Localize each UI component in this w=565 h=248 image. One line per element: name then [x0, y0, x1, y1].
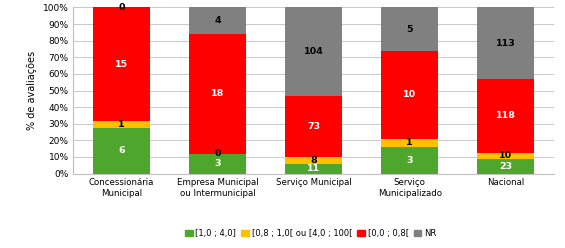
Bar — [93, 128, 150, 174]
Bar — [189, 7, 246, 34]
Bar — [381, 51, 438, 139]
Bar — [93, 7, 150, 121]
Text: 3: 3 — [214, 159, 221, 168]
Text: 118: 118 — [496, 111, 516, 120]
Bar — [285, 7, 342, 96]
Bar — [93, 121, 150, 128]
Text: 113: 113 — [496, 38, 515, 48]
Text: 104: 104 — [304, 47, 323, 56]
Text: 15: 15 — [115, 60, 128, 69]
Text: 23: 23 — [499, 162, 512, 171]
Text: 5: 5 — [406, 25, 413, 34]
Text: 10: 10 — [403, 90, 416, 99]
Bar — [381, 147, 438, 174]
Bar — [477, 79, 534, 153]
Bar — [285, 96, 342, 157]
Bar — [189, 154, 246, 174]
Y-axis label: % de avaliações: % de avaliações — [27, 51, 37, 130]
Bar — [285, 164, 342, 174]
Text: 8: 8 — [310, 156, 317, 165]
Bar — [477, 153, 534, 159]
Text: 18: 18 — [211, 89, 224, 98]
Text: 0: 0 — [118, 3, 125, 12]
Text: 6: 6 — [118, 146, 125, 155]
Text: 3: 3 — [406, 156, 413, 165]
Text: 4: 4 — [214, 16, 221, 25]
Bar — [477, 7, 534, 79]
Text: 0: 0 — [214, 149, 221, 158]
Bar — [189, 34, 246, 154]
Bar — [477, 159, 534, 174]
Text: 1: 1 — [406, 138, 413, 148]
Text: 10: 10 — [499, 152, 512, 160]
Legend: [1,0 ; 4,0], [0,8 ; 1,0[ ou [4,0 ; 100[, [0,0 ; 0,8[, NR: [1,0 ; 4,0], [0,8 ; 1,0[ ou [4,0 ; 100[,… — [182, 226, 440, 241]
Text: 1: 1 — [118, 120, 125, 129]
Bar — [381, 139, 438, 147]
Bar — [285, 157, 342, 164]
Text: 73: 73 — [307, 122, 320, 131]
Bar — [381, 7, 438, 51]
Text: 11: 11 — [307, 164, 320, 173]
